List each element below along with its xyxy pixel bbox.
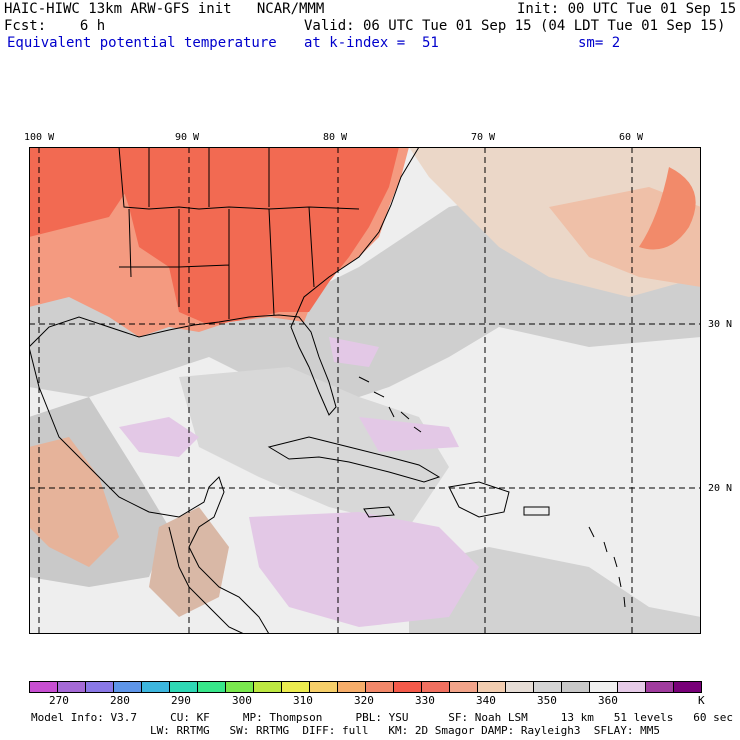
lon-label-60w: 60 W [619,132,644,143]
cbar-tick-300: 300 [232,694,252,707]
lon-label-90w: 90 W [175,132,200,143]
colorbar-swatch [618,682,646,692]
field-purple-patch [119,417,199,457]
lon-label-70w: 70 W [471,132,496,143]
cbar-tick-310: 310 [293,694,313,707]
colorbar-swatch [674,682,701,692]
field-purple-patch [329,337,379,367]
colorbar-swatch [254,682,282,692]
colorbar-swatch [226,682,254,692]
map-frame [29,147,701,634]
hispaniola-outline [448,481,510,518]
cbar-tick-340: 340 [476,694,496,707]
theta-e-map [29,147,701,634]
colorbar [29,681,702,693]
bahamas-islands [358,376,422,433]
mexico-coastline [29,346,270,634]
cbar-tick-330: 330 [415,694,435,707]
model-title: HAIC-HIWC 13km ARW-GFS init NCAR/MMM [4,1,325,17]
colorbar-swatch [506,682,534,692]
colorbar-swatch [282,682,310,692]
colorbar-swatch [450,682,478,692]
us-gulf-coastline [29,147,420,416]
cbar-tick-280: 280 [110,694,130,707]
colorbar-swatch [310,682,338,692]
colorbar-swatch [366,682,394,692]
colorbar-swatch [338,682,366,692]
colorbar-swatch [562,682,590,692]
colorbar-swatch [478,682,506,692]
forecast-hour: Fcst: 6 h [4,18,106,34]
field-tan-region [29,437,119,567]
cbar-tick-320: 320 [354,694,374,707]
cbar-tick-350: 350 [537,694,557,707]
colorbar-swatch [394,682,422,692]
lon-label-80w: 80 W [323,132,348,143]
colorbar-swatch [198,682,226,692]
colorbar-swatch [534,682,562,692]
level-index: at k-index = 51 [304,35,439,51]
smoothing: sm= 2 [578,35,621,51]
colorbar-swatch [86,682,114,692]
cuba-outline [267,436,441,483]
valid-time: Valid: 06 UTC Tue 01 Sep 15 (04 LDT Tue … [304,18,726,34]
colorbar-swatch [114,682,142,692]
model-info-line2: LW: RRTMG SW: RRTMG DIFF: full KM: 2D Sm… [150,724,660,737]
init-time: Init: 00 UTC Tue 01 Sep 15 [517,1,737,17]
field-name: Equivalent potential temperature [7,35,277,51]
colorbar-swatch [58,682,86,692]
colorbar-swatch [422,682,450,692]
field-hot-core [29,147,129,237]
colorbar-swatch [170,682,198,692]
field-purple-patch [249,512,479,627]
colorbar-swatch [646,682,674,692]
cbar-unit: K [698,694,705,707]
cbar-tick-290: 290 [171,694,191,707]
jamaica-outline [363,506,395,518]
lesser-antilles [588,526,626,608]
colorbar-swatch [590,682,618,692]
central-america-coast [168,526,245,634]
field-gray-band [179,367,449,527]
lon-label-100w: 100 W [24,132,55,143]
cbar-tick-360: 360 [598,694,618,707]
colorbar-swatch [30,682,58,692]
us-state-lines [118,147,360,319]
puerto-rico-outline [523,506,550,516]
cbar-tick-270: 270 [49,694,69,707]
colorbar-swatch [142,682,170,692]
lat-label-20n: 20 N [708,483,733,494]
lat-label-30n: 30 N [708,319,733,330]
field-gray-band [409,547,701,634]
model-info-line1: Model Info: V3.7 CU: KF MP: Thompson PBL… [31,711,733,724]
field-purple-patch [359,417,459,452]
field-wave-feature [639,167,696,250]
